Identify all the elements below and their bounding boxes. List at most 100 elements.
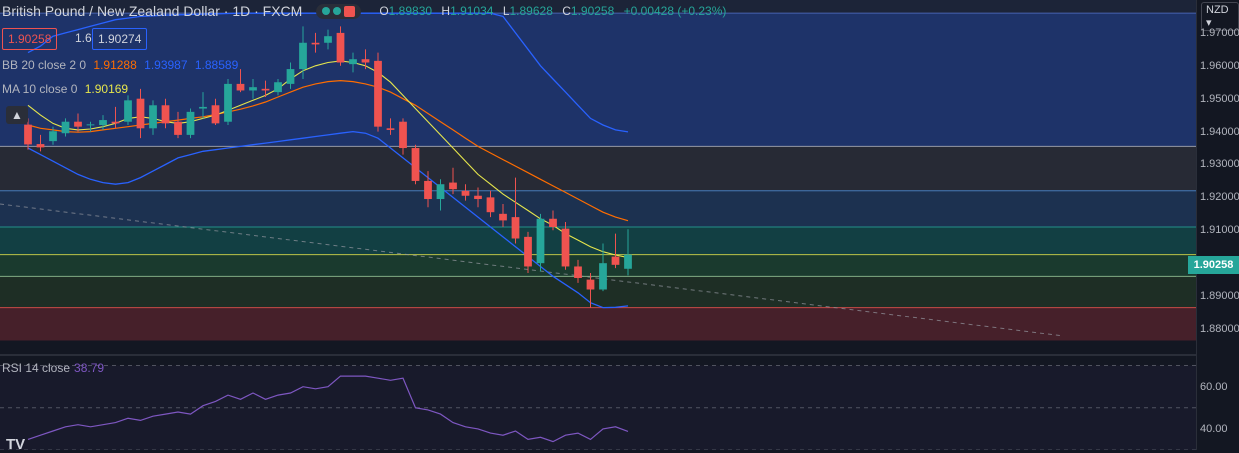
data-status-icon xyxy=(333,7,342,15)
bb-legend[interactable]: BB 20 close 2 0 1.91288 1.93987 1.88589 xyxy=(2,58,242,72)
candle-body xyxy=(36,144,45,148)
status-dots[interactable] xyxy=(316,3,362,19)
tradingview-logo: TV xyxy=(6,436,26,453)
candle-body xyxy=(186,111,195,135)
candle-body xyxy=(324,36,332,43)
candle-body xyxy=(349,59,357,65)
zone-red xyxy=(0,307,1196,341)
candle-body xyxy=(161,105,170,124)
candle-body xyxy=(136,98,145,129)
rsi-value: 38.79 xyxy=(74,361,105,375)
currency-label: NZD xyxy=(1206,4,1229,16)
candle-body xyxy=(111,121,120,124)
levels xyxy=(0,12,1196,309)
candle-body xyxy=(536,218,545,264)
candle-body xyxy=(386,128,395,130)
ma-label: MA 10 close 0 xyxy=(2,82,78,96)
candle-body xyxy=(461,190,470,196)
zone-top xyxy=(0,0,1196,14)
candle-body xyxy=(586,279,595,290)
candle-body xyxy=(249,87,257,91)
candle-body xyxy=(49,131,57,142)
candle-body xyxy=(99,120,107,126)
candle-body xyxy=(436,184,445,200)
buy-button[interactable]: 1.90274 xyxy=(92,28,148,50)
candle-body xyxy=(574,266,582,278)
low-value: 1.89628 xyxy=(509,4,553,18)
price-tick-label: 1.89000 xyxy=(1200,290,1239,303)
rsi-line xyxy=(27,375,629,443)
candle-body xyxy=(474,195,482,200)
rsi-label: RSI 14 close xyxy=(2,361,71,375)
symbol-title[interactable]: British Pound / New Zealand Dollar · 1D … xyxy=(2,3,303,19)
candle-body xyxy=(624,254,632,269)
price-axis[interactable] xyxy=(1196,0,1239,450)
change-value: +0.00428 (+0.23%) xyxy=(623,4,727,18)
zone-dark-green xyxy=(0,276,1196,308)
bb-basis-line xyxy=(27,79,629,222)
price-tick-label: 1.92000 xyxy=(1200,191,1239,204)
candle-body xyxy=(486,197,495,213)
candle-body xyxy=(361,59,370,63)
trend xyxy=(0,203,1061,337)
candle-body xyxy=(274,82,282,93)
candle-body xyxy=(61,121,70,134)
candle-body xyxy=(311,42,320,45)
candle-body xyxy=(149,105,157,129)
price-tick-label: 1.94000 xyxy=(1200,125,1239,138)
candle-body xyxy=(224,83,232,122)
rsi-pane xyxy=(0,354,1196,450)
ma-legend[interactable]: MA 10 close 0 1.90169 xyxy=(2,82,132,96)
candle-body xyxy=(499,213,507,221)
rsi-tick-label: 60.00 xyxy=(1200,380,1228,393)
zone-green xyxy=(0,254,1196,277)
bb-upper-value: 1.93987 xyxy=(144,58,188,72)
last-price-tag: 1.90258 xyxy=(1188,256,1239,274)
candle-body xyxy=(174,121,182,135)
high-value: 1.91034 xyxy=(450,4,494,18)
candle-body xyxy=(236,83,245,91)
candle-body xyxy=(411,148,420,181)
candle-body xyxy=(211,105,220,124)
close-label: C xyxy=(562,4,571,18)
price-tick-label: 1.95000 xyxy=(1200,92,1239,105)
candle-body xyxy=(86,124,95,126)
candle-body xyxy=(611,256,620,265)
chevron-down-icon: ▾ xyxy=(1206,17,1212,29)
candle-body xyxy=(561,228,570,267)
candle-body xyxy=(511,217,520,239)
chevron-up-icon: ▲ xyxy=(11,108,23,122)
high-label: H xyxy=(441,4,451,18)
low-label: L xyxy=(502,4,510,18)
zone-teal xyxy=(0,226,1196,255)
sell-button[interactable]: 1.90258 xyxy=(2,28,58,50)
price-tick-label: 1.96000 xyxy=(1200,59,1239,72)
candle-body xyxy=(549,218,557,227)
price-tick-label: 1.97000 xyxy=(1200,26,1239,39)
trend-line xyxy=(0,203,1061,337)
rsi-legend[interactable]: RSI 14 close 38.79 xyxy=(2,361,104,375)
zones xyxy=(0,0,1196,341)
ohlc-values: O1.89830 H1.91034 L1.89628 C1.90258 +0.0… xyxy=(373,4,726,18)
chart-header: British Pound / New Zealand Dollar · 1D … xyxy=(0,0,726,22)
candle-body xyxy=(74,121,82,127)
candles xyxy=(24,26,632,308)
price-tick-label: 1.91000 xyxy=(1200,224,1239,237)
bb-lower-value: 1.88589 xyxy=(194,58,239,72)
candle-body xyxy=(24,124,32,145)
rsi-background xyxy=(0,355,1196,450)
close-value: 1.90258 xyxy=(570,4,615,18)
open-value: 1.89830 xyxy=(388,4,433,18)
candle-body xyxy=(374,60,382,127)
bb-basis-value: 1.91288 xyxy=(93,58,137,72)
rsi-tick-label: 40.00 xyxy=(1200,422,1228,435)
candle-body xyxy=(399,121,407,149)
candle-body xyxy=(199,106,207,109)
bb-label: BB 20 close 2 0 xyxy=(2,58,87,72)
candle-body xyxy=(524,236,532,267)
candle-body xyxy=(299,42,307,70)
spread-value: 1.6 xyxy=(75,31,92,45)
collapse-legend-button[interactable]: ▲ xyxy=(6,106,28,124)
candle-body xyxy=(336,32,345,63)
